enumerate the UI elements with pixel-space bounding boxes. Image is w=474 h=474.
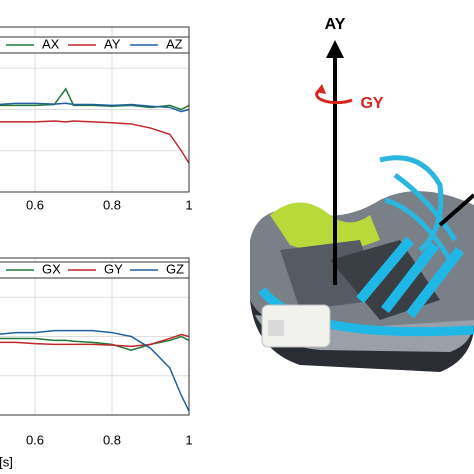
axis-line <box>438 193 474 227</box>
ay-label: AY <box>325 16 346 33</box>
legend-label: AX <box>42 36 60 51</box>
shoe-collar <box>270 202 380 252</box>
shoe-trim <box>258 287 474 337</box>
shoe-laces <box>379 155 458 262</box>
data-line <box>0 102 190 113</box>
legend-label: AZ <box>166 36 183 51</box>
data-line <box>0 87 190 111</box>
legend-label: GZ <box>166 261 184 276</box>
legend-label: GX <box>42 261 61 276</box>
plot-frame <box>0 26 190 193</box>
shoe-panel <box>330 240 440 320</box>
data-line <box>0 335 190 352</box>
legend-label: GY <box>104 261 123 276</box>
x-tick-label: 0.8 <box>103 432 121 447</box>
data-line <box>0 120 190 164</box>
x-tick-label: 0.8 <box>103 197 121 212</box>
shoe-photo: AY GY <box>250 16 474 372</box>
data-line <box>0 333 190 348</box>
x-tick-label: 0.6 <box>26 197 44 212</box>
legend-label: AY <box>104 36 121 51</box>
ay-arrow-head <box>326 40 344 58</box>
x-tick-label: 1 <box>185 197 192 212</box>
gy-label: GY <box>360 95 383 112</box>
x-tick-label: 0.6 <box>26 432 44 447</box>
sensor-button <box>268 320 284 336</box>
data-line <box>0 329 190 412</box>
sensor <box>261 304 331 348</box>
shoe-stripes <box>356 236 464 319</box>
plot-frame <box>0 257 190 416</box>
x-axis-label: [s] <box>0 454 13 469</box>
x-tick-label: 1 <box>185 432 192 447</box>
gy-arrow-head <box>316 84 326 94</box>
